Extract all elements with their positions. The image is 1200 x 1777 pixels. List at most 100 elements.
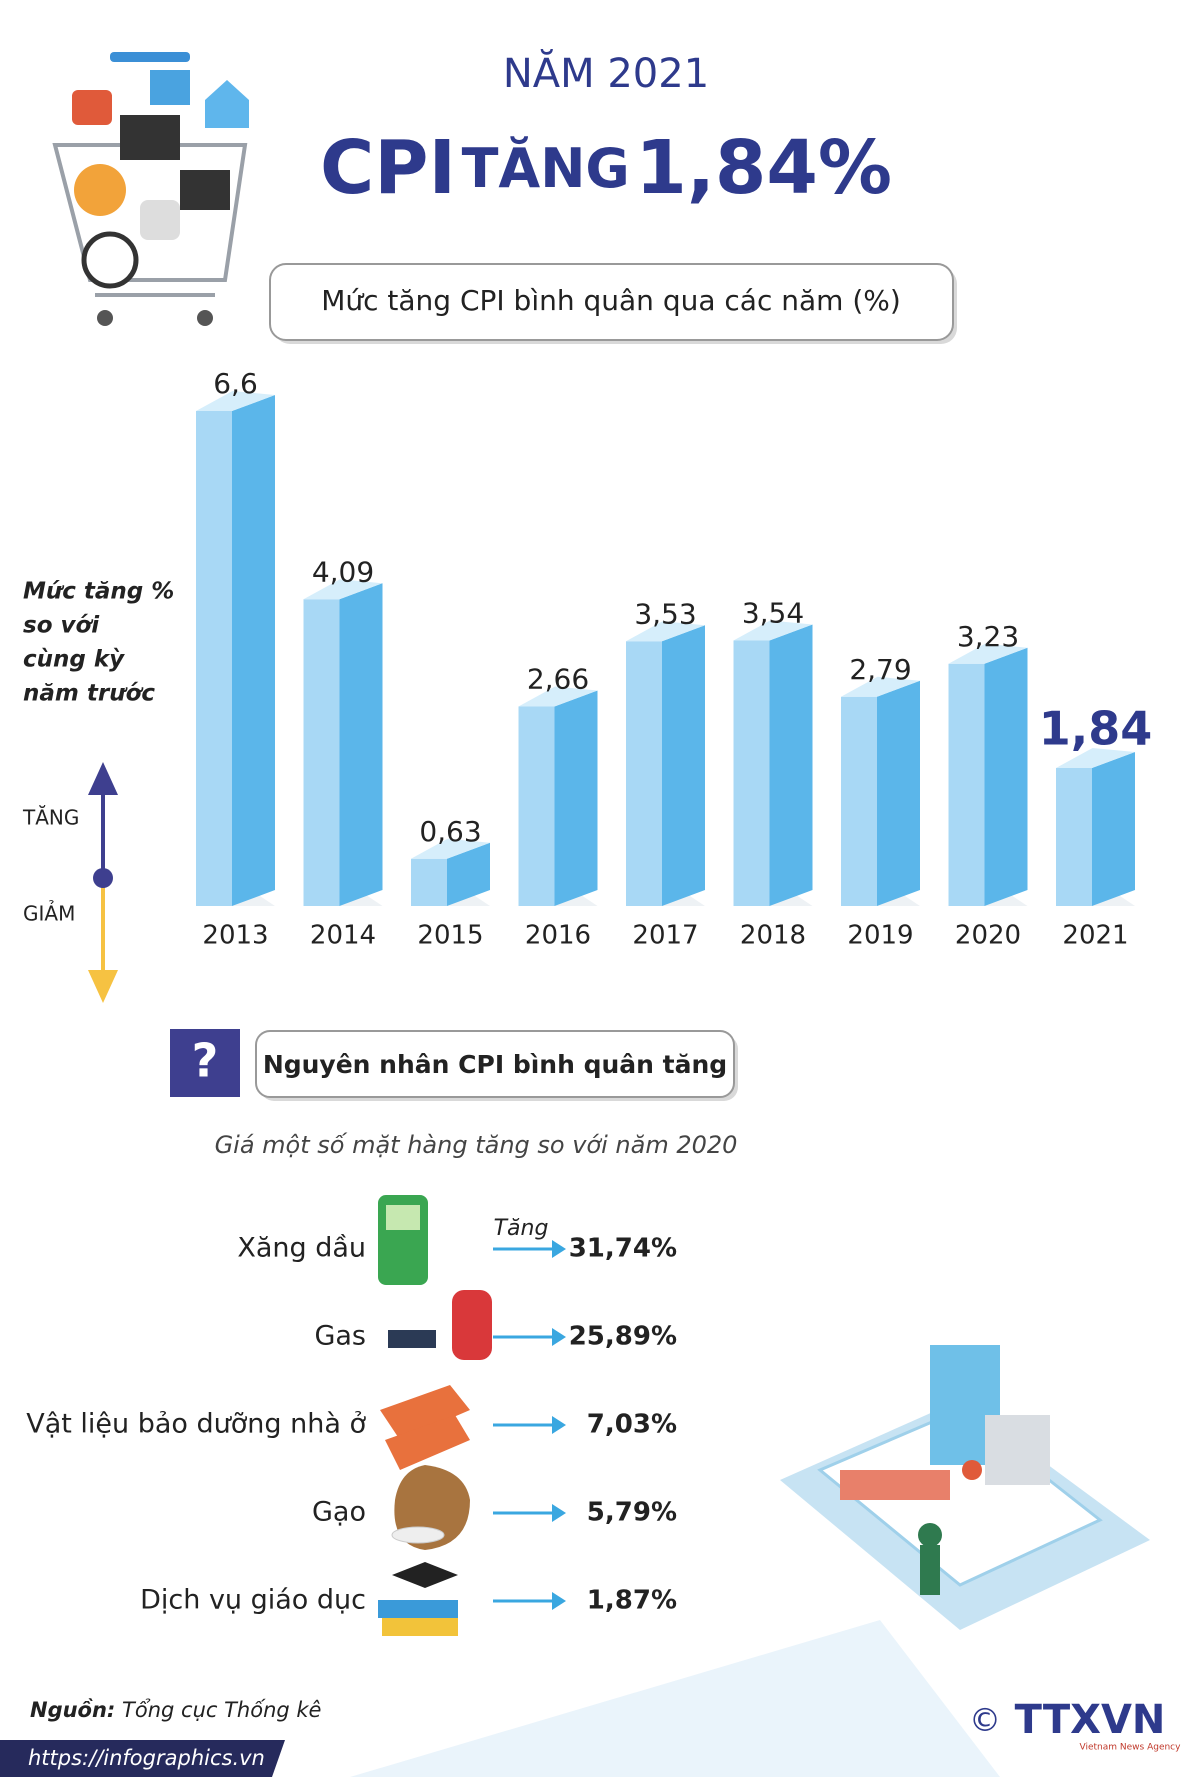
increase-label: Tăng — [494, 1216, 549, 1241]
direction-arrow — [88, 762, 118, 1003]
cause-item: Gạo 5,79% — [312, 1465, 677, 1550]
bar-top — [948, 643, 1028, 664]
bar-top — [303, 579, 383, 600]
cause-value: 1,87% — [587, 1586, 677, 1616]
arrow-head — [552, 1504, 566, 1522]
year-title: NĂM 2021 — [503, 48, 709, 97]
market-illustration — [350, 1345, 1150, 1777]
icon — [386, 1205, 420, 1230]
bar-side — [1092, 752, 1135, 906]
question-mark: ? — [192, 1034, 219, 1088]
arrow-head — [552, 1240, 566, 1258]
headline: CPI TĂNG 1,84% — [320, 125, 892, 211]
icon — [452, 1290, 492, 1360]
x-tick-label: 2021 — [1062, 921, 1128, 951]
x-tick-label: 2017 — [632, 921, 698, 951]
bar-top — [841, 676, 920, 697]
cause-name: Xăng dầu — [237, 1233, 366, 1264]
value-label: 0,63 — [419, 815, 481, 848]
cause-name: Gạo — [312, 1497, 366, 1528]
title-box — [269, 263, 954, 341]
icon — [391, 1526, 445, 1544]
bar — [948, 663, 985, 906]
x-tick-label: 2013 — [202, 921, 268, 951]
value-label: 3,53 — [634, 597, 696, 630]
cause-value: 5,79% — [587, 1498, 677, 1528]
cause-value: 31,74% — [569, 1234, 677, 1264]
annotation-line: so với — [23, 613, 100, 639]
icon — [380, 1385, 470, 1440]
bar-top — [518, 686, 598, 707]
source: Nguồn: Tổng cục Thống kê — [30, 1698, 321, 1722]
value-label: 2,79 — [849, 653, 911, 686]
source-label: Nguồn: — [30, 1698, 115, 1722]
annotation: Mức tăng % so với cùng kỳ năm trước — [23, 579, 174, 707]
causes-list: Xăng dầu 31,74% Gas 25,89% Vật liệu bảo dưỡn… — [26, 1195, 677, 1636]
bar-top — [411, 838, 490, 859]
x-tick-label: 2020 — [955, 921, 1021, 951]
bar-top — [733, 620, 813, 641]
value-label: 3,54 — [742, 597, 804, 630]
icon — [378, 1600, 458, 1618]
value-label: 1,84 — [1039, 702, 1153, 756]
url: https://infographics.vn — [28, 1746, 265, 1770]
headline-verb: TĂNG — [462, 137, 630, 200]
bar-side — [232, 395, 275, 906]
cause-value: 25,89% — [569, 1322, 677, 1352]
annotation-line: Mức tăng % — [23, 579, 174, 605]
icon — [388, 1330, 436, 1348]
x-tick-label: 2015 — [417, 921, 483, 951]
up-label: TĂNG — [22, 806, 79, 830]
bar — [841, 696, 877, 906]
chart-title: Mức tăng CPI bình quân qua các năm (%) — [321, 284, 901, 317]
cause-name: Gas — [314, 1321, 366, 1352]
headline-cpi: CPI — [320, 125, 456, 211]
agency-sub: Vietnam News Agency — [1080, 1743, 1182, 1753]
bar-side — [447, 842, 490, 906]
bar-top — [196, 391, 275, 411]
arrow-head — [552, 1328, 566, 1346]
annotation-line: cùng kỳ — [23, 647, 125, 673]
source-text: Tổng cục Thống kê — [122, 1698, 321, 1722]
bar-side — [984, 647, 1028, 906]
value-label: 4,09 — [312, 555, 374, 588]
causes-title: Nguyên nhân CPI bình quân tăng — [263, 1050, 727, 1079]
value-label: 3,23 — [957, 620, 1019, 653]
bar-side — [877, 680, 920, 906]
url-bar — [0, 1740, 285, 1777]
bar — [1056, 768, 1092, 906]
cause-item: Dịch vụ giáo dục 1,87% — [140, 1562, 677, 1636]
value-label: 2,66 — [527, 663, 589, 696]
down-label: GIẢM — [23, 901, 75, 926]
question-box — [170, 1029, 240, 1097]
x-tick-label: 2019 — [847, 921, 913, 951]
cause-item: Vật liệu bảo dưỡng nhà ở 7,03% — [26, 1385, 677, 1470]
cause-item: Gas 25,89% — [314, 1290, 677, 1360]
bar-top — [626, 621, 705, 642]
annotation-line: năm trước — [23, 681, 155, 707]
cause-name: Dịch vụ giáo dục — [140, 1585, 366, 1616]
cart-illustration — [52, 52, 249, 326]
cause-item: Xăng dầu 31,74% — [237, 1195, 677, 1285]
bar-top — [1056, 748, 1135, 768]
bar — [626, 641, 662, 906]
bar — [196, 411, 232, 906]
icon — [382, 1618, 458, 1636]
bar — [411, 858, 447, 906]
bar — [518, 706, 555, 906]
cause-name: Vật liệu bảo dưỡng nhà ở — [26, 1409, 366, 1440]
value-label: 6,6 — [213, 367, 258, 400]
x-tick-label: 2014 — [310, 921, 376, 951]
bar-side — [339, 583, 383, 906]
icon — [392, 1562, 458, 1588]
cause-value: 7,03% — [587, 1410, 677, 1440]
x-tick-label: 2018 — [740, 921, 806, 951]
bars: 6,6 2013 4,09 2014 0,63 2015 2,66 2016 3,53 2017 3… — [196, 367, 1152, 951]
bar-side — [662, 625, 705, 906]
headline-value: 1,84% — [635, 125, 892, 211]
copyright: © — [969, 1701, 1001, 1739]
causes-subtitle: Giá một số mặt hàng tăng so với năm 2020 — [215, 1131, 738, 1159]
